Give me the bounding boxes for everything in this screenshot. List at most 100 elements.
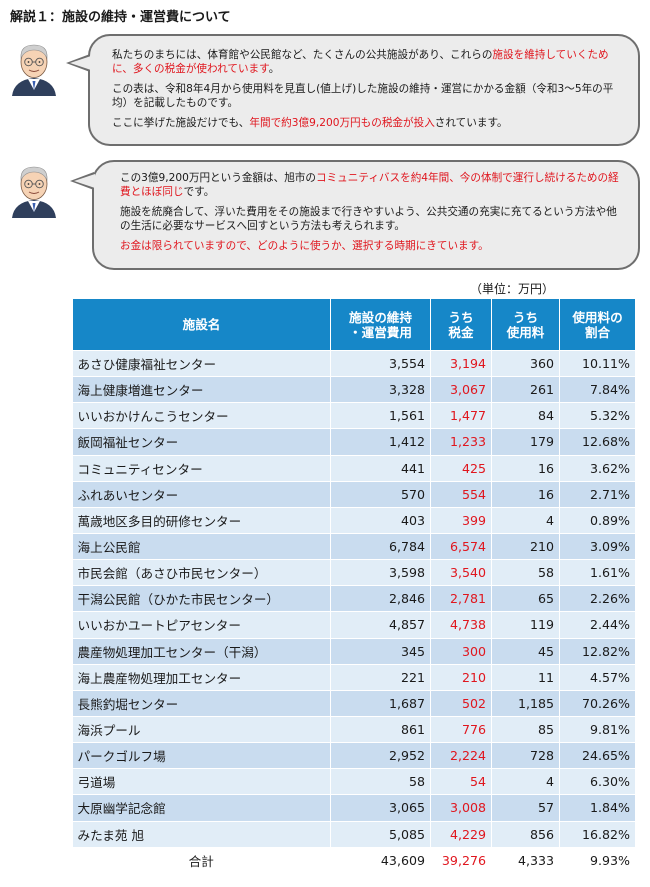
header-tax: うち 税金 xyxy=(430,298,492,351)
cell-name: パークゴルフ場 xyxy=(72,742,331,770)
cell-cost: 58 xyxy=(330,768,431,796)
cell-tax: 54 xyxy=(430,768,492,796)
total-label: 合計 xyxy=(72,846,331,874)
speaker-avatar-icon xyxy=(12,166,56,218)
table-total-row: 合計 43,609 39,276 4,333 9.93% xyxy=(72,846,636,874)
cell-name: 農産物処理加工センター（干潟） xyxy=(72,638,331,665)
bubble1-paragraph-1: 私たちのまちには、体育館や公民館など、たくさんの公共施設があり、これらの施設を維… xyxy=(112,49,609,75)
cell-fee: 11 xyxy=(491,664,560,691)
total-tax: 39,276 xyxy=(430,846,492,874)
speaker-avatar-icon xyxy=(12,44,56,96)
total-ratio: 9.93% xyxy=(559,846,636,874)
cell-cost: 221 xyxy=(330,664,431,691)
cell-tax: 3,194 xyxy=(430,350,492,378)
header-name: 施設名 xyxy=(72,298,331,351)
cell-cost: 861 xyxy=(330,716,431,744)
bubble2-paragraph-3: お金は限られていますので、どのように使うか、選択する時期にきています。 xyxy=(120,240,489,252)
cell-ratio: 5.32% xyxy=(559,402,636,430)
cell-cost: 5,085 xyxy=(330,821,431,848)
page-title: 解説１：施設の維持・運営費について xyxy=(10,10,231,25)
cell-ratio: 12.68% xyxy=(559,428,636,456)
table-row: 萬歳地区多目的研修センター 403 399 4 0.89% xyxy=(72,507,636,534)
cell-fee: 179 xyxy=(491,428,560,456)
cell-tax: 210 xyxy=(430,664,492,691)
cell-name: 市民会館（あさひ市民センター） xyxy=(72,559,331,587)
cell-cost: 403 xyxy=(330,507,431,534)
cell-fee: 210 xyxy=(491,533,560,561)
cell-tax: 3,067 xyxy=(430,376,492,404)
table-row: 農産物処理加工センター（干潟） 345 300 45 12.82% xyxy=(72,638,636,665)
cell-name: 海上農産物処理加工センター xyxy=(72,664,331,691)
cell-name: 海上健康増進センター xyxy=(72,376,331,404)
cell-cost: 2,952 xyxy=(330,742,431,770)
cell-tax: 300 xyxy=(430,638,492,665)
cell-tax: 3,008 xyxy=(430,794,492,822)
cell-ratio: 10.11% xyxy=(559,350,636,378)
header-fee: うち 使用料 xyxy=(491,298,560,351)
table-row: 海上農産物処理加工センター 221 210 11 4.57% xyxy=(72,664,636,691)
cell-ratio: 1.84% xyxy=(559,794,636,822)
table-row: 干潟公民館（ひかた市民センター） 2,846 2,781 65 2.26% xyxy=(72,585,636,613)
bubble1-paragraph-2: この表は、令和8年4月から使用料を見直し(値上げ)した施設の維持・運営にかかる金… xyxy=(112,83,614,109)
cell-fee: 58 xyxy=(491,559,560,587)
cell-tax: 4,738 xyxy=(430,611,492,639)
bubble2-paragraph-1: この3億9,200万円という金額は、旭市のコミュニティバスを約4年間、今の体制で… xyxy=(120,172,619,198)
table-body: あさひ健康福祉センター 3,554 3,194 360 10.11% 海上健康増進センター… xyxy=(72,350,636,848)
cell-ratio: 16.82% xyxy=(559,821,636,848)
cell-name: いいおかユートピアセンター xyxy=(72,611,331,639)
cell-cost: 3,554 xyxy=(330,350,431,378)
cell-tax: 399 xyxy=(430,507,492,534)
speech-bubble-2: この3億9,200万円という金額は、旭市のコミュニティバスを約4年間、今の体制で… xyxy=(92,160,640,270)
cell-name: 海上公民館 xyxy=(72,533,331,561)
cell-tax: 425 xyxy=(430,455,492,482)
facility-cost-table: 施設名 施設の維持 ・運営費用 うち 税金 うち 使用料 使用料の 割合 あさひ健康福祉… xyxy=(72,298,636,874)
table-row: いいおかけんこうセンター 1,561 1,477 84 5.32% xyxy=(72,402,636,430)
table-row: 飯岡福祉センター 1,412 1,233 179 12.68% xyxy=(72,428,636,456)
cell-fee: 84 xyxy=(491,402,560,430)
cell-cost: 3,598 xyxy=(330,559,431,587)
cell-fee: 1,185 xyxy=(491,690,560,717)
cell-tax: 554 xyxy=(430,481,492,508)
cell-tax: 2,781 xyxy=(430,585,492,613)
cell-fee: 119 xyxy=(491,611,560,639)
cell-name: 萬歳地区多目的研修センター xyxy=(72,507,331,534)
cell-fee: 856 xyxy=(491,821,560,848)
cell-cost: 1,412 xyxy=(330,428,431,456)
cell-cost: 1,561 xyxy=(330,402,431,430)
cell-ratio: 0.89% xyxy=(559,507,636,534)
cell-fee: 85 xyxy=(491,716,560,744)
cell-ratio: 24.65% xyxy=(559,742,636,770)
cell-name: みたま苑 旭 xyxy=(72,821,331,848)
table-row: 市民会館（あさひ市民センター） 3,598 3,540 58 1.61% xyxy=(72,559,636,587)
header-ratio: 使用料の 割合 xyxy=(559,298,636,351)
unit-label: （単位：万円） xyxy=(470,282,555,296)
cell-cost: 3,065 xyxy=(330,794,431,822)
bubble2-paragraph-2: 施設を統廃合して、浮いた費用をその施設まで行きやすいよう、公共交通の充実に充てる… xyxy=(120,206,617,232)
table-row: ふれあいセンター 570 554 16 2.71% xyxy=(72,481,636,508)
bubble1-paragraph-3: ここに挙げた施設だけでも、年間で約3億9,200万円もの税金が投入されています。 xyxy=(112,117,508,129)
table-row: みたま苑 旭 5,085 4,229 856 16.82% xyxy=(72,821,636,848)
cell-name: 飯岡福祉センター xyxy=(72,428,331,456)
cell-cost: 3,328 xyxy=(330,376,431,404)
cell-cost: 1,687 xyxy=(330,690,431,717)
cell-name: 大原幽学記念館 xyxy=(72,794,331,822)
cell-ratio: 9.81% xyxy=(559,716,636,744)
cell-cost: 570 xyxy=(330,481,431,508)
cell-name: あさひ健康福祉センター xyxy=(72,350,331,378)
table-row: あさひ健康福祉センター 3,554 3,194 360 10.11% xyxy=(72,350,636,378)
total-cost: 43,609 xyxy=(330,846,431,874)
cell-name: コミュニティセンター xyxy=(72,455,331,482)
cell-ratio: 3.62% xyxy=(559,455,636,482)
cell-cost: 6,784 xyxy=(330,533,431,561)
cell-tax: 4,229 xyxy=(430,821,492,848)
table-row: 海浜プール 861 776 85 9.81% xyxy=(72,716,636,744)
cell-tax: 502 xyxy=(430,690,492,717)
cell-name: 弓道場 xyxy=(72,768,331,796)
cell-cost: 345 xyxy=(330,638,431,665)
table-row: いいおかユートピアセンター 4,857 4,738 119 2.44% xyxy=(72,611,636,639)
cell-tax: 1,233 xyxy=(430,428,492,456)
cell-fee: 65 xyxy=(491,585,560,613)
cell-tax: 6,574 xyxy=(430,533,492,561)
cell-name: 海浜プール xyxy=(72,716,331,744)
cell-ratio: 4.57% xyxy=(559,664,636,691)
